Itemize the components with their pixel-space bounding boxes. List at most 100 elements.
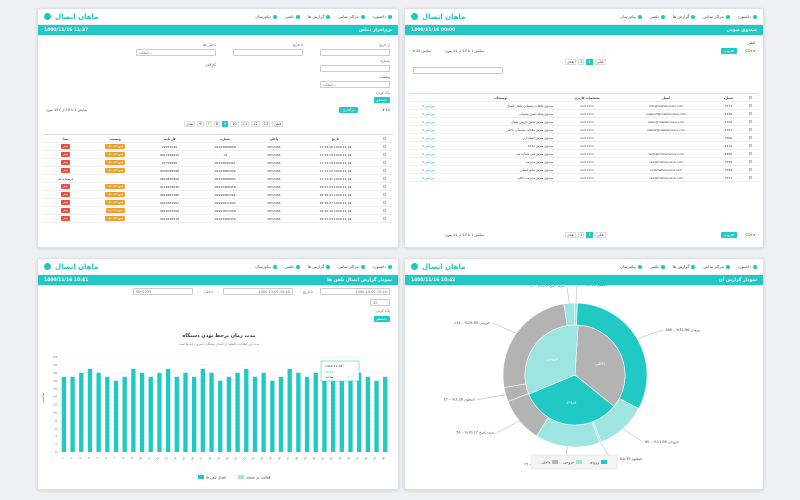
page-6[interactable]: 6 xyxy=(197,121,204,127)
bar[interactable] xyxy=(304,376,310,452)
table-row[interactable]: 1701 sales2@mahanvoice.com root mon صندو… xyxy=(410,125,758,134)
nav-reports[interactable]: گزارش ها xyxy=(673,14,696,19)
status-select[interactable]: انتخاب... xyxy=(320,81,390,88)
table-row[interactable]: 1700 sales@mahanvoice.com root mon صندوق… xyxy=(410,117,758,126)
edit-link[interactable]: ویرایش xyxy=(425,111,435,116)
bar[interactable] xyxy=(244,368,249,452)
legend-incoming[interactable]: ورودی xyxy=(590,461,600,465)
row-check[interactable] xyxy=(742,125,758,134)
internal-select[interactable]: SIP/2225 xyxy=(133,288,193,295)
avatar[interactable] xyxy=(44,13,51,20)
avatar[interactable] xyxy=(411,13,418,20)
play-button[interactable]: پخش xyxy=(60,144,71,149)
table-row[interactable]: 1400-12-16 17:19:11 SIP/2456 14 99175486… xyxy=(43,150,393,159)
bar[interactable] xyxy=(218,380,223,452)
table-row[interactable]: 1400-12-16 17:19:28 SIP/2456 09153689848… xyxy=(43,142,393,151)
table-row[interactable]: 1400-12-16 17:14:11 SIP/2456 09154840491… xyxy=(43,158,393,167)
bar[interactable] xyxy=(61,376,67,452)
row-check[interactable] xyxy=(376,190,393,199)
delete-link[interactable]: ✕ xyxy=(421,167,425,172)
search-button[interactable]: جستجو xyxy=(373,316,390,322)
bar[interactable] xyxy=(79,372,84,452)
next-button[interactable]: بعدی xyxy=(565,232,577,238)
bar[interactable] xyxy=(131,368,136,452)
bar[interactable] xyxy=(296,372,301,452)
to-date-input[interactable] xyxy=(233,49,303,56)
legend-connect[interactable]: اتصال تلفن ها xyxy=(206,476,226,480)
legend-activity[interactable]: فعالیت در صفحه xyxy=(246,476,271,480)
bar[interactable] xyxy=(105,376,110,452)
bar[interactable] xyxy=(339,372,344,452)
nav-messenger[interactable]: پیام‌رسان xyxy=(255,14,277,19)
bar[interactable] xyxy=(183,372,188,452)
bar[interactable] xyxy=(113,380,119,452)
nav-dashboard[interactable]: داشبورد xyxy=(373,264,392,269)
row-check[interactable] xyxy=(742,165,758,174)
table-row[interactable]: 1400-12-16 17:13:31 SIP/2456 09154688893… xyxy=(43,174,393,183)
table-row[interactable]: 3850 tech@mahanvoice.com root mon صندوق … xyxy=(410,149,758,158)
table-row[interactable]: 7777 info@mahanvoice.com root mon صندوق … xyxy=(410,101,758,110)
row-check[interactable] xyxy=(742,117,758,126)
bar[interactable] xyxy=(96,372,101,452)
bar[interactable] xyxy=(313,372,318,452)
delete-link[interactable]: ✕ xyxy=(421,143,425,148)
row-check[interactable] xyxy=(376,214,393,223)
table-row[interactable]: 7411 root mon صندوق صوتی 7411 ویرایش ✕ xyxy=(410,141,758,150)
edit-link[interactable]: ویرایش xyxy=(425,159,435,164)
page-2[interactable]: 2 xyxy=(578,232,585,238)
bar[interactable] xyxy=(287,368,292,452)
nav-messenger[interactable]: پیام‌رسان xyxy=(620,264,642,269)
avatar[interactable] xyxy=(44,263,51,270)
clear-link[interactable]: پاک کردن xyxy=(375,309,390,313)
page-13[interactable]: 13 xyxy=(261,121,271,127)
bar[interactable] xyxy=(139,372,145,452)
delete-link[interactable]: ✕ xyxy=(421,159,425,164)
delete-link[interactable]: ✕ xyxy=(421,103,425,108)
search-button[interactable]: جستجو xyxy=(373,97,390,103)
csv-select[interactable]: CSV ▾ xyxy=(745,49,755,53)
row-check[interactable] xyxy=(742,141,758,150)
col-user[interactable]: مشخصات کاربری xyxy=(555,93,619,102)
col-date[interactable]: تاریخ xyxy=(293,134,377,143)
bar[interactable] xyxy=(270,380,275,452)
nav-phone[interactable]: تلفنی xyxy=(285,264,300,269)
from-date-input[interactable] xyxy=(320,49,390,56)
nav-callcenters[interactable]: مراکز تماس xyxy=(703,264,730,269)
page-12[interactable]: 12 xyxy=(251,121,260,127)
table-row[interactable]: 3330 support@mahanvoice.com root mon صند… xyxy=(410,109,758,118)
nav-callcenters[interactable]: مراکز تماس xyxy=(338,14,365,19)
table-row[interactable]: 1400-12-16 16:21:23 SIP/2456 09153488478… xyxy=(43,214,393,223)
play-button[interactable]: پخش xyxy=(60,216,71,221)
clear-link[interactable]: پاک کردن xyxy=(375,91,390,95)
edit-link[interactable]: ویرایش xyxy=(425,175,435,180)
row-check[interactable] xyxy=(376,182,393,191)
nav-reports[interactable]: گزارش ها xyxy=(673,264,696,269)
row-check[interactable] xyxy=(376,158,393,167)
add-button-bottom[interactable]: افزودن xyxy=(720,232,737,238)
col-number[interactable]: شماره xyxy=(196,134,254,143)
col-check[interactable] xyxy=(376,134,393,143)
col-email[interactable]: ایمیل xyxy=(618,93,714,102)
table-row[interactable]: 7755 ceo@mahanvoice.com root mon صندوق ص… xyxy=(410,157,758,166)
bar[interactable] xyxy=(87,368,93,452)
bar[interactable] xyxy=(157,372,162,452)
play-button[interactable]: پخش xyxy=(60,192,71,197)
nav-messenger[interactable]: پیام‌رسان xyxy=(620,14,642,19)
bar[interactable] xyxy=(122,376,127,452)
rows-select[interactable]: ▾ 10 xyxy=(382,108,390,112)
row-check[interactable] xyxy=(742,157,758,166)
play-button[interactable]: پخش xyxy=(60,208,71,213)
row-check[interactable] xyxy=(742,149,758,158)
internal-select[interactable]: انتخاب... xyxy=(136,49,216,56)
from-date-input[interactable]: 1400-10-01 10:20 xyxy=(320,288,390,295)
bar[interactable] xyxy=(235,372,240,452)
row-check[interactable] xyxy=(376,142,393,151)
row-check[interactable] xyxy=(376,166,393,175)
nav-dashboard[interactable]: داشبورد xyxy=(738,14,757,19)
delete-link[interactable]: ✕ xyxy=(421,135,425,140)
play-button[interactable]: پخش xyxy=(60,152,71,157)
delete-link[interactable]: ✕ xyxy=(421,119,425,124)
bar[interactable] xyxy=(174,376,179,452)
col-dur[interactable]: کل ثانیه xyxy=(142,134,197,143)
nav-callcenters[interactable]: مراکز تماس xyxy=(338,264,365,269)
